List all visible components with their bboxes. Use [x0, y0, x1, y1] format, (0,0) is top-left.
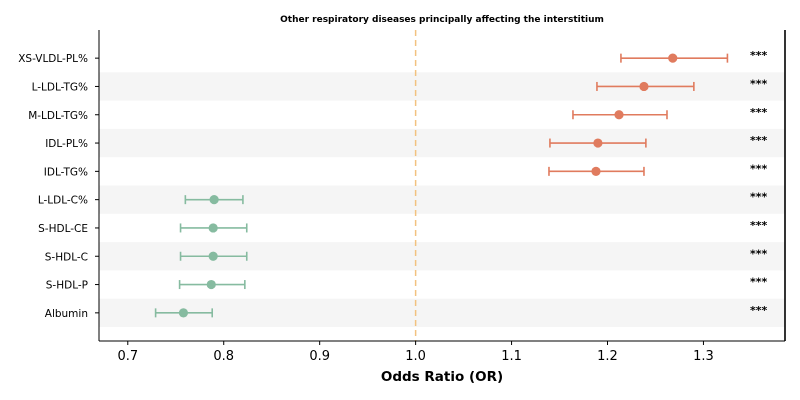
point-estimate — [209, 195, 219, 205]
point-estimate — [593, 138, 603, 148]
row-label: L-LDL-C% — [38, 195, 88, 207]
row-label: IDL-TG% — [44, 166, 88, 178]
point-estimate — [208, 251, 218, 261]
significance-label: *** — [750, 49, 768, 62]
significance-label: *** — [750, 191, 768, 204]
point-estimate — [614, 110, 624, 120]
row-labels: XS-VLDL-PL% L-LDL-TG% M-LDL-TG% IDL-PL% IDL-… — [18, 53, 88, 320]
row-label: S-HDL-P — [46, 280, 88, 292]
point-estimate — [668, 53, 678, 63]
row-label: IDL-PL% — [45, 138, 88, 150]
x-ticks: 0.7 0.8 0.9 1.0 1.1 1.2 1.3 — [117, 341, 714, 364]
point-estimate — [208, 223, 218, 233]
significance-labels: *** *** *** *** *** *** *** *** *** *** — [750, 49, 768, 317]
row-band — [99, 128, 785, 158]
x-tick-label: 0.7 — [117, 349, 138, 364]
point-estimate — [591, 166, 601, 176]
significance-label: *** — [750, 134, 768, 147]
row-label: XS-VLDL-PL% — [18, 53, 88, 65]
row-bands — [99, 72, 785, 327]
row-label: M-LDL-TG% — [28, 110, 88, 122]
row-label: S-HDL-C — [45, 251, 88, 263]
significance-label: *** — [750, 106, 768, 119]
x-tick-label: 1.1 — [501, 349, 522, 364]
significance-label: *** — [750, 162, 768, 175]
significance-label: *** — [750, 276, 768, 289]
x-tick-label: 1.3 — [693, 349, 714, 364]
chart-title: Other respiratory diseases principally a… — [280, 15, 604, 25]
row-label: Albumin — [45, 308, 88, 320]
row-label: S-HDL-CE — [38, 223, 88, 235]
x-tick-label: 1.2 — [597, 349, 618, 364]
point-estimate — [178, 308, 189, 318]
point-estimate — [639, 81, 649, 92]
significance-label: *** — [750, 247, 768, 260]
significance-label: *** — [750, 77, 768, 90]
significance-label: *** — [750, 304, 768, 317]
point-estimate — [206, 279, 216, 290]
row-band — [99, 298, 785, 327]
x-tick-label: 1.0 — [405, 349, 426, 364]
x-tick-label: 0.9 — [309, 349, 330, 364]
row-label: L-LDL-TG% — [32, 81, 88, 93]
x-tick-label: 0.8 — [213, 349, 234, 364]
significance-label: *** — [750, 219, 768, 232]
x-axis-label: Odds Ratio (OR) — [381, 369, 503, 385]
data-marks — [154, 53, 729, 318]
axes — [95, 30, 786, 342]
